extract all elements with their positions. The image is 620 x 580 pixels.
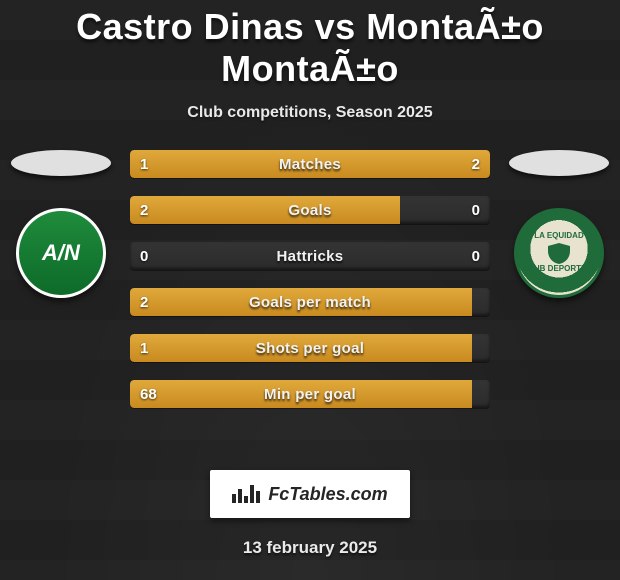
stat-row: 68Min per goal [130, 380, 490, 408]
crest-right-bottom: CLUB DEPORTIVO [523, 265, 595, 274]
stat-row: 12Matches [130, 150, 490, 178]
stat-row: 2Goals per match [130, 288, 490, 316]
crest-right: LA EQUIDAD CLUB DEPORTIVO [514, 208, 604, 298]
stat-bars: 12Matches 20Goals 00Hattricks 2Goals per ma… [130, 150, 490, 408]
metric-label: Shots per goal [130, 334, 490, 362]
right-player-column: LA EQUIDAD CLUB DEPORTIVO [504, 150, 614, 298]
comparison-arena: A/N LA EQUIDAD CLUB DEPORTIVO 12Matches 2… [0, 150, 620, 450]
player-placeholder-left [11, 150, 111, 176]
date-text: 13 february 2025 [243, 538, 377, 558]
metric-label: Hattricks [130, 242, 490, 270]
stat-row: 20Goals [130, 196, 490, 224]
footer: FcTables.com 13 february 2025 [0, 470, 620, 558]
badge-text: FcTables.com [268, 484, 387, 505]
page-title: Castro Dinas vs MontaÃ±o MontaÃ±o [0, 0, 620, 90]
crest-right-top: LA EQUIDAD [534, 232, 583, 241]
metric-label: Min per goal [130, 380, 490, 408]
crest-left: A/N [16, 208, 106, 298]
bar-chart-icon [232, 485, 260, 503]
player-placeholder-right [509, 150, 609, 176]
stat-row: 1Shots per goal [130, 334, 490, 362]
metric-label: Goals [130, 196, 490, 224]
metric-label: Matches [130, 150, 490, 178]
crest-left-initials: A/N [42, 240, 80, 266]
subtitle: Club competitions, Season 2025 [0, 104, 620, 122]
stat-row: 00Hattricks [130, 242, 490, 270]
left-player-column: A/N [6, 150, 116, 298]
metric-label: Goals per match [130, 288, 490, 316]
fctables-badge[interactable]: FcTables.com [210, 470, 410, 518]
shield-icon [544, 241, 574, 265]
